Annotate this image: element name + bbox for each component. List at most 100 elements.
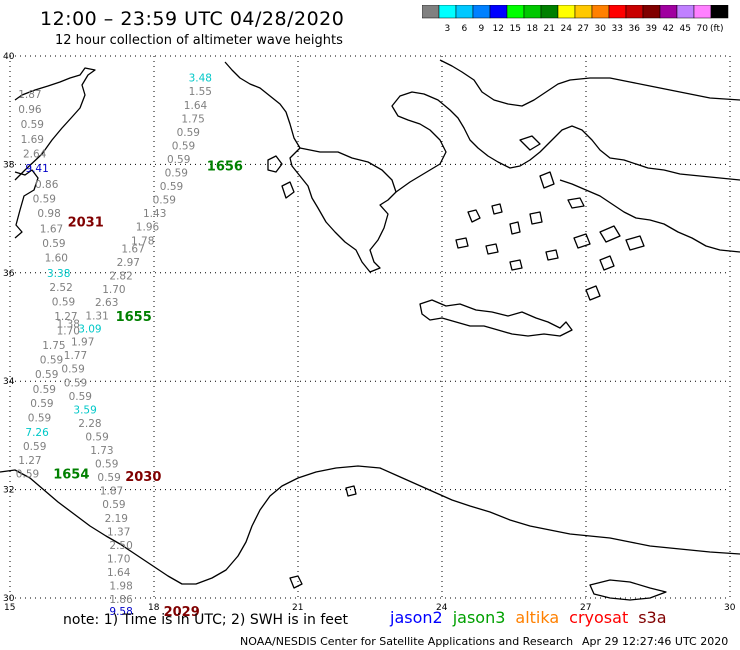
pass-time-label: 1655: [116, 310, 152, 325]
coastline-libya: [0, 465, 740, 585]
coastline-gulf-island: [345, 485, 357, 497]
wave-height-value: 0.59: [21, 119, 44, 131]
wave-height-value: 0.59: [167, 154, 190, 166]
wave-height-value: 1.67: [40, 223, 63, 235]
lat-tick-label: 30: [3, 594, 15, 604]
wave-height-color-legend: 3 6 9 12 15 18 21 24 27 30 33 36 39 42 45 70 (ft): [422, 5, 729, 34]
wave-height-value: 0.86: [35, 179, 59, 191]
pass-time-label: 1656: [207, 159, 243, 174]
wave-height-value: 0.59: [177, 127, 200, 139]
legend-bin-label: 39: [646, 24, 658, 34]
wave-height-value: 1.96: [136, 222, 160, 234]
lat-tick-label: 40: [3, 52, 15, 62]
coastline-aegean-island: [573, 233, 591, 249]
wave-height-value: 0.59: [95, 459, 118, 471]
wave-height-value: 1.75: [181, 113, 204, 125]
pass-time-label: 2030: [125, 470, 161, 485]
wave-height-value: 0.98: [37, 208, 60, 220]
wave-height-value: 0.59: [64, 377, 87, 389]
legend-bin-label: 6: [462, 24, 468, 34]
satellite-name: altika: [515, 608, 560, 627]
wave-height-value: 0.59: [16, 468, 39, 480]
latitude-labels: 40 38 36 34 32 30: [3, 52, 15, 604]
legend-bin-label: 21: [544, 24, 555, 34]
map-title: 12:00 – 23:59 UTC 04/28/2020: [40, 8, 345, 30]
coastline-aegean-island: [625, 235, 645, 251]
wave-height-value: 2.97: [117, 257, 140, 269]
satellite-name: jason2: [390, 608, 443, 627]
lat-tick-label: 32: [3, 486, 14, 496]
satellite-name: cryosat: [569, 608, 629, 627]
wave-height-value: 1.27: [54, 311, 77, 323]
legend-bin-label: 42: [663, 24, 674, 34]
wave-height-value: 3.48: [189, 73, 212, 85]
legend-bin-label: 33: [612, 24, 623, 34]
wave-height-value: 0.59: [33, 384, 56, 396]
wave-height-value: 1.55: [189, 86, 212, 98]
footnote-units: note: 1) Time is in UTC; 2) SWH is in fe…: [63, 612, 349, 628]
legend-bin-label: 24: [561, 24, 573, 34]
wave-height-value: 0.59: [165, 168, 188, 180]
coastline-turkey-north: [439, 59, 740, 107]
map-subtitle: 12 hour collection of altimeter wave hei…: [55, 33, 343, 48]
wave-height-value: 0.59: [172, 140, 195, 152]
coastline-aegean-island: [545, 249, 559, 261]
wave-height-value: 0.59: [160, 181, 183, 193]
satellite-legend: jason2 jason3 altika cryosat s3a: [390, 608, 677, 627]
coastline-aegean-island: [509, 221, 521, 235]
coastline-lesvos: [519, 135, 541, 151]
wave-height-value: 1.27: [18, 455, 41, 467]
wave-height-value: 1.60: [45, 253, 68, 265]
legend-bin-label: 9: [479, 24, 485, 34]
wave-height-value: 2.64: [23, 149, 47, 161]
wave-height-value: 0.59: [52, 297, 75, 309]
wave-height-value: 1.86: [109, 594, 133, 606]
coastline-turkey-southwest: [559, 179, 740, 253]
wave-height-value: 0.59: [85, 431, 108, 443]
wave-height-value: 2.63: [95, 297, 118, 309]
lon-tick-label: 15: [4, 603, 15, 613]
satellite-name: jason3: [452, 608, 506, 627]
wave-height-value: 1.31: [85, 311, 108, 323]
wave-height-value: 2.19: [105, 513, 128, 525]
coastline-aegean-island: [467, 209, 481, 223]
coastline-aegean-island: [529, 211, 543, 225]
coastline-aegean-island: [599, 225, 621, 243]
wave-height-value: 0.59: [102, 499, 125, 511]
satellite-name: s3a: [638, 608, 667, 627]
wave-height-value: 7.26: [25, 427, 49, 439]
coastline-samos: [567, 197, 585, 209]
wave-height-value: 0.59: [61, 364, 84, 376]
lon-tick-label: 18: [148, 603, 160, 613]
wave-height-value: 0.59: [35, 369, 58, 381]
graticule-grid: [9, 55, 731, 599]
coastline-aegean-island: [585, 285, 601, 301]
legend-unit-label: (ft): [710, 24, 724, 34]
wave-height-value: 3.59: [73, 404, 96, 416]
lat-tick-label: 36: [3, 269, 15, 279]
coastline-greece: [289, 147, 397, 273]
coastline-aegean-island: [599, 255, 615, 271]
legend-bin-label: 27: [578, 24, 589, 34]
legend-bin-label: 12: [493, 24, 504, 34]
coastline-crete: [419, 299, 573, 337]
coastline-cyprus: [589, 579, 667, 601]
wave-height-value: 0.59: [33, 194, 56, 206]
wave-height-value: 1.77: [64, 350, 87, 362]
wave-height-value: 1.87: [100, 486, 123, 498]
footer-source: NOAA/NESDIS Center for Satellite Applica…: [240, 635, 574, 648]
wave-height-value: 1.75: [42, 340, 65, 352]
wave-height-value: 9.58: [109, 606, 132, 618]
wave-height-value: 0.59: [23, 441, 46, 453]
wave-height-value: 3.09: [78, 324, 101, 336]
lat-tick-label: 38: [3, 160, 15, 170]
legend-bin-label: 18: [527, 24, 539, 34]
legend-bin-label: 3: [445, 24, 451, 34]
legend-color-swatch: [710, 5, 729, 19]
wave-height-value: 1.87: [18, 89, 41, 101]
wave-height-value: 3.38: [47, 268, 70, 280]
coastline-aegean-island: [455, 237, 469, 249]
wave-height-value: 0.59: [30, 398, 53, 410]
wave-height-value: 9.41: [25, 163, 48, 175]
